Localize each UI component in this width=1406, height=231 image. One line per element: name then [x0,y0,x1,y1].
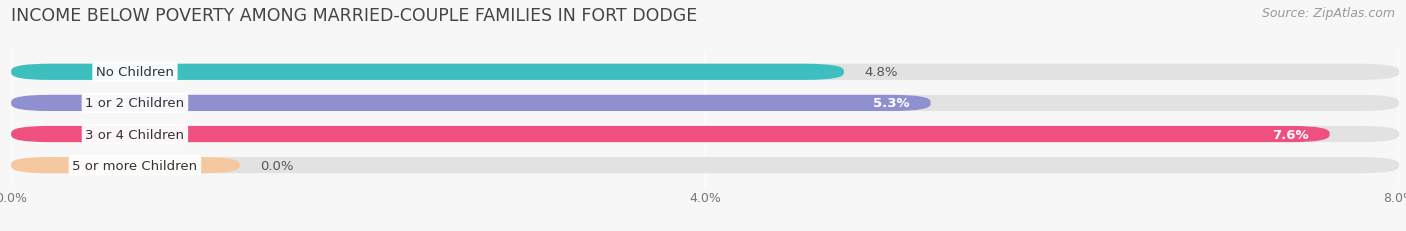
FancyBboxPatch shape [11,64,844,81]
FancyBboxPatch shape [11,64,1399,81]
FancyBboxPatch shape [11,126,1330,143]
Text: 5 or more Children: 5 or more Children [72,159,197,172]
Text: 1 or 2 Children: 1 or 2 Children [86,97,184,110]
FancyBboxPatch shape [11,95,1399,112]
Text: 3 or 4 Children: 3 or 4 Children [86,128,184,141]
Text: Source: ZipAtlas.com: Source: ZipAtlas.com [1261,7,1395,20]
Text: 0.0%: 0.0% [260,159,294,172]
Text: 7.6%: 7.6% [1272,128,1309,141]
FancyBboxPatch shape [11,157,1399,173]
Text: INCOME BELOW POVERTY AMONG MARRIED-COUPLE FAMILIES IN FORT DODGE: INCOME BELOW POVERTY AMONG MARRIED-COUPL… [11,7,697,25]
FancyBboxPatch shape [11,95,931,112]
Text: 4.8%: 4.8% [865,66,898,79]
Text: 5.3%: 5.3% [873,97,910,110]
Text: No Children: No Children [96,66,174,79]
FancyBboxPatch shape [11,157,240,173]
FancyBboxPatch shape [11,126,1399,143]
